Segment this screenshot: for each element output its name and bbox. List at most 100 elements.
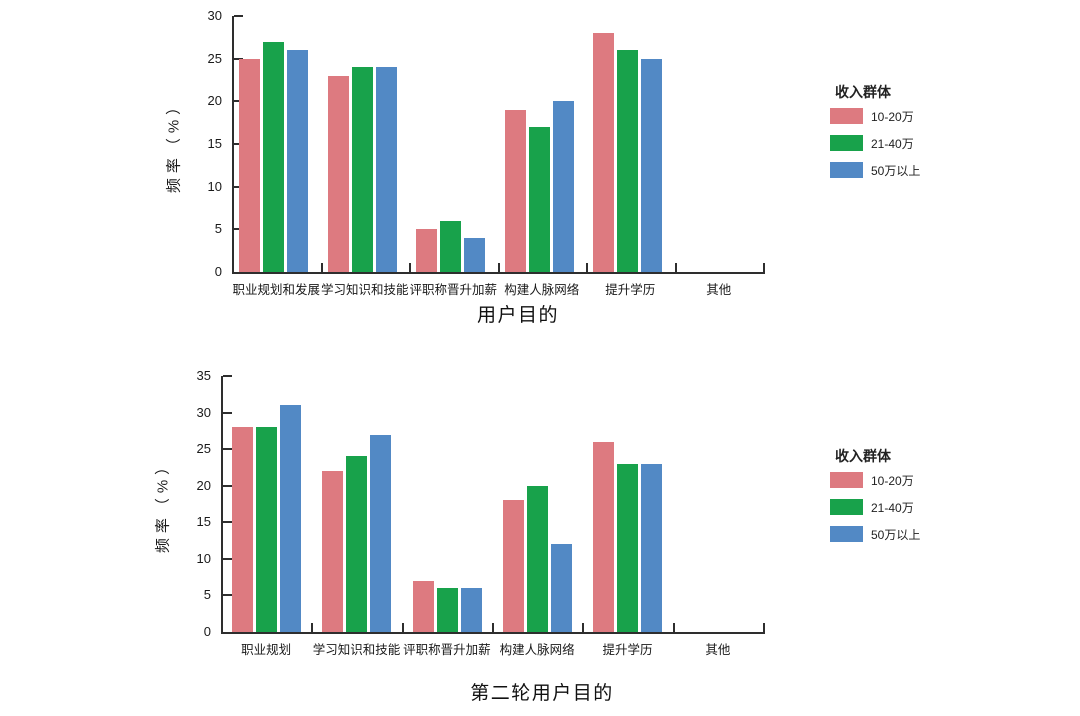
bar <box>322 471 344 632</box>
x-tick <box>763 263 765 272</box>
y-axis-label: 频率（%） <box>165 94 183 194</box>
x-category-label: 构建人脉网络 <box>499 643 575 657</box>
legend: 收入群体 10-20万 21-40万 50万以上 <box>830 84 990 189</box>
legend-item: 50万以上 <box>830 526 990 542</box>
bar <box>464 237 485 272</box>
x-tick <box>763 623 765 632</box>
x-tick <box>311 623 314 632</box>
x-axis-title: 用户目的 <box>476 305 560 326</box>
y-tick-label: 5 <box>214 221 222 237</box>
legend-label: 50万以上 <box>871 527 921 542</box>
bar <box>593 33 614 272</box>
bar <box>370 434 392 632</box>
bar <box>503 500 524 632</box>
x-category-label: 评职称晋升加薪 <box>409 283 498 297</box>
y-tick-label: 20 <box>207 93 222 109</box>
x-category-label: 职业规划和发展 <box>232 283 321 297</box>
x-axis-title: 第二轮用户目的 <box>470 683 614 704</box>
bar <box>552 101 574 272</box>
bar <box>375 67 397 272</box>
y-tick <box>234 228 243 231</box>
bar <box>256 427 277 632</box>
y-tick <box>223 484 232 487</box>
bar <box>232 427 253 632</box>
legend-item: 50万以上 <box>830 162 990 178</box>
bar <box>346 456 368 632</box>
bar <box>287 50 308 272</box>
legend-title: 收入群体 <box>835 84 891 100</box>
bar <box>504 109 526 272</box>
bar <box>617 463 639 632</box>
y-tick <box>223 521 232 524</box>
y-tick <box>234 100 243 103</box>
x-category-label: 学习知识和技能 <box>320 283 409 297</box>
bar <box>239 58 260 272</box>
x-category-label: 职业规划 <box>241 643 292 657</box>
x-category-label: 构建人脉网络 <box>504 283 580 297</box>
legend-label: 21-40万 <box>871 136 914 151</box>
x-category-label: 提升学历 <box>605 283 656 297</box>
x-tick <box>497 263 500 272</box>
bar <box>641 58 662 272</box>
legend-item: 21-40万 <box>830 499 990 515</box>
bar <box>416 229 437 272</box>
legend-swatch-pink <box>830 108 863 124</box>
y-tick <box>223 375 232 377</box>
x-tick <box>582 623 585 632</box>
y-tick-label: 15 <box>207 136 222 151</box>
bar <box>263 41 284 272</box>
y-tick <box>234 57 243 60</box>
x-tick <box>401 623 404 632</box>
legend-label: 21-40万 <box>871 500 914 515</box>
bar <box>528 126 550 272</box>
y-tick-label: 25 <box>207 50 222 66</box>
y-axis-label: 频率（%） <box>154 454 172 554</box>
bar <box>436 588 458 632</box>
x-category-label: 提升学历 <box>602 643 653 657</box>
bar <box>351 67 373 272</box>
x-tick <box>674 263 677 272</box>
y-tick-label: 10 <box>207 178 222 194</box>
x-tick <box>586 263 588 272</box>
bar <box>617 50 638 272</box>
y-tick <box>234 143 243 145</box>
y-tick-label: 35 <box>196 368 211 383</box>
y-tick-label: 15 <box>196 514 211 530</box>
y-tick-label: 0 <box>214 264 222 279</box>
legend-label: 50万以上 <box>871 163 921 178</box>
y-tick <box>223 557 232 560</box>
legend-title: 收入群体 <box>835 448 891 464</box>
user-purpose-plot-area: 0 5 10 15 20 25 30 <box>208 8 765 279</box>
bar <box>440 220 461 272</box>
bar <box>327 75 349 272</box>
y-tick-label: 30 <box>196 404 211 420</box>
y-tick <box>223 411 232 414</box>
second-round-plot-area: 0 5 10 15 20 25 30 35 <box>197 368 765 639</box>
x-tick <box>672 623 675 632</box>
x-tick <box>492 623 494 632</box>
y-tick <box>223 448 232 451</box>
bar <box>641 463 663 632</box>
bar <box>460 588 482 632</box>
bar <box>412 580 434 632</box>
legend-item: 21-40万 <box>830 135 990 151</box>
legend-swatch-green <box>830 135 863 151</box>
bar <box>551 544 572 632</box>
x-tick <box>409 263 411 272</box>
x-axis-category-labels: 职业规划和发展 学习知识和技能 评职称晋升加薪 构建人脉网络 提升学历 其他 <box>232 282 763 298</box>
bar <box>593 441 615 632</box>
legend-label: 10-20万 <box>871 473 914 488</box>
y-tick-label: 0 <box>203 624 211 639</box>
legend-swatch-green <box>830 499 863 515</box>
legend-swatch-pink <box>830 472 863 488</box>
x-axis-category-labels: 职业规划 学习知识和技能 评职称晋升加薪 构建人脉网络 提升学历 其他 <box>221 642 763 658</box>
legend-item: 10-20万 <box>830 472 990 488</box>
x-category-label: 其他 <box>705 643 731 657</box>
legend-swatch-blue <box>830 526 863 542</box>
legend: 收入群体 10-20万 21-40万 50万以上 <box>830 448 990 553</box>
bar <box>527 485 548 632</box>
x-tick <box>320 263 323 272</box>
y-tick <box>223 594 232 597</box>
y-tick <box>234 185 243 188</box>
